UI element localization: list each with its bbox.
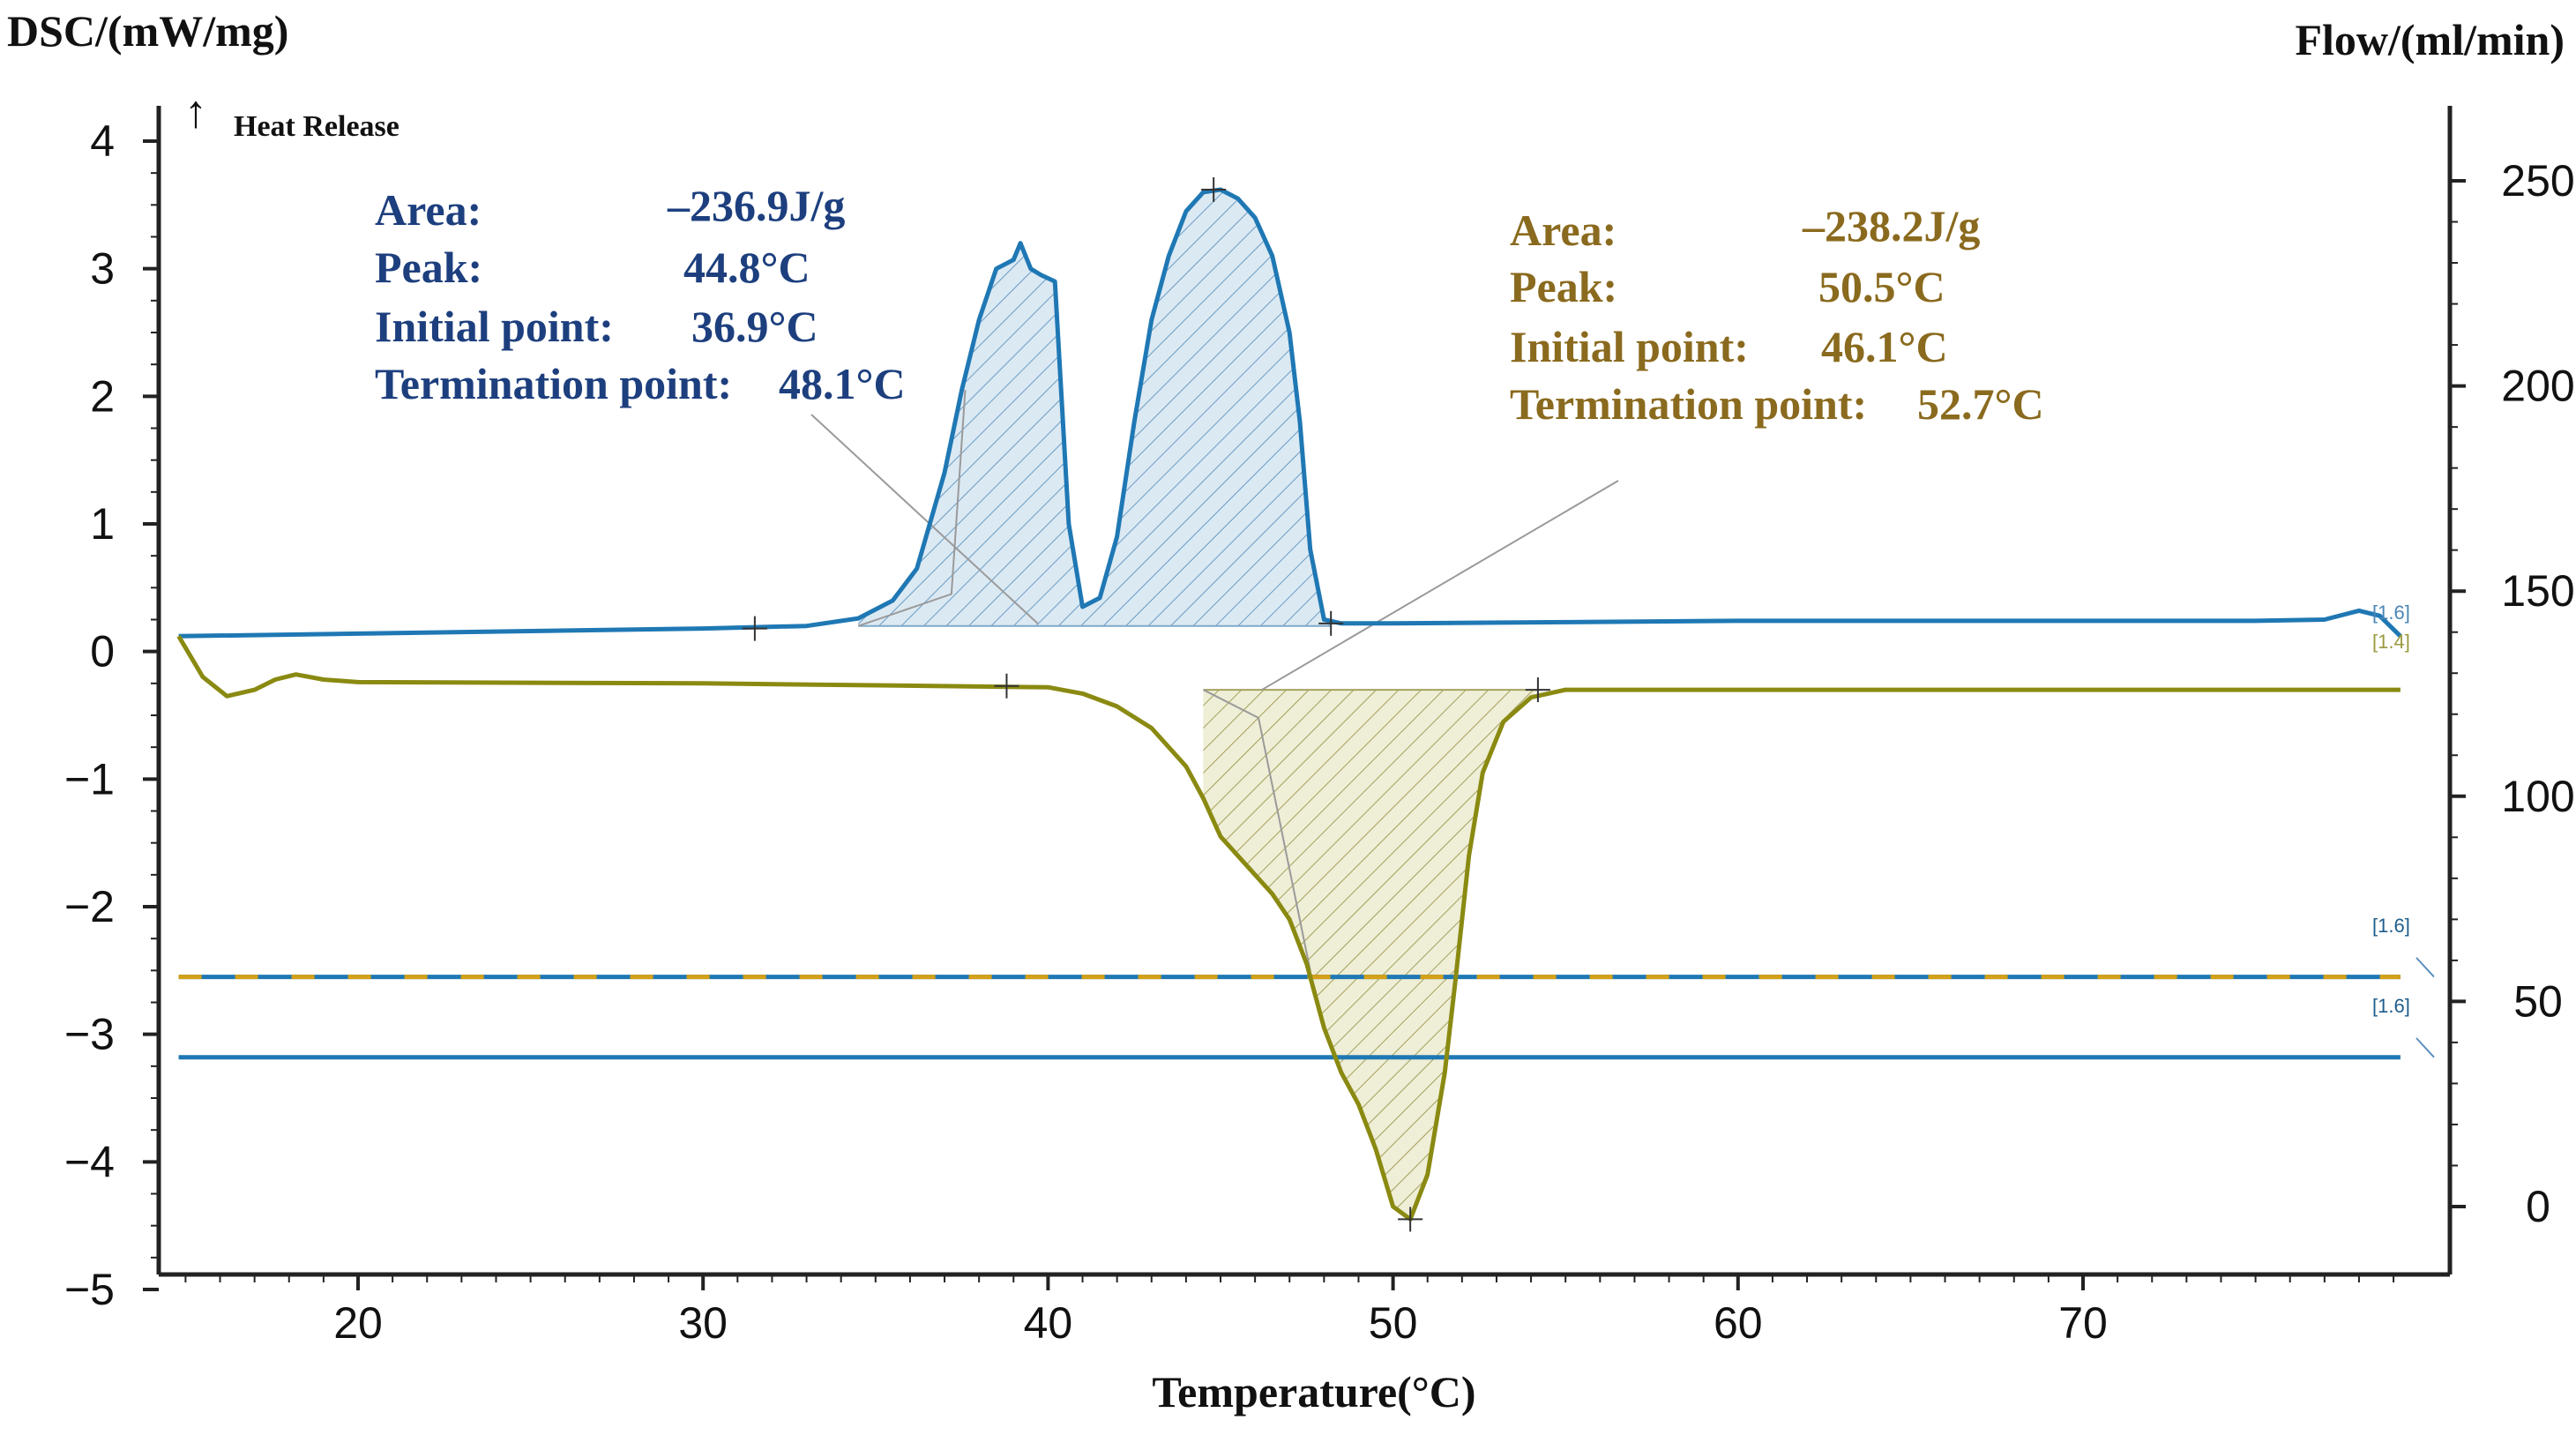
x-tick-label: 20 [333, 1298, 383, 1348]
y-left-tick-label: 0 [90, 627, 115, 676]
annotation-leaders [810, 390, 2435, 1058]
ann-heating-initial-value: 36.9°C [691, 302, 818, 351]
y-right-tick-label: 0 [2526, 1182, 2550, 1231]
ann-heating-peak-label: Peak: [375, 243, 482, 292]
y-right-tick-label: 250 [2501, 156, 2574, 206]
x-tick-label: 60 [1714, 1298, 1763, 1348]
y-left-tick-label: 4 [90, 116, 115, 166]
x-tick-label: 50 [1369, 1298, 1418, 1348]
y-right-tick-label: 50 [2513, 976, 2563, 1026]
x-tick-label: 40 [1024, 1298, 1073, 1348]
ann-heating-initial-label: Initial point: [375, 302, 614, 351]
y-axis-left-title: DSC/(mW/mg) [7, 6, 288, 56]
cooling-peak-area [1203, 690, 1538, 1220]
curve-tag-flow-dashed: [1.6] [2372, 915, 2410, 937]
cooling-leader-line [1261, 480, 1619, 691]
y-left-tick-label: 3 [90, 244, 115, 294]
annotation-heating: Area: –236.9J/g Peak: 44.8°C Initial poi… [375, 181, 906, 408]
y-right-tick-label: 200 [2501, 362, 2574, 411]
y-right-tick-label: 150 [2501, 566, 2574, 616]
peak-area-fills [858, 190, 1538, 1220]
ann-cooling-initial-value: 46.1°C [1821, 322, 1948, 371]
ann-cooling-area-label: Area: [1510, 206, 1617, 255]
ann-cooling-termination-value: 52.7°C [1917, 379, 2044, 429]
ann-heating-area-label: Area: [375, 185, 482, 235]
y-left-tick-label: −2 [64, 882, 115, 931]
series-lines [176, 187, 2402, 1222]
heat-release-arrow-icon: ↑ [184, 87, 207, 138]
y-left-tick-label: −4 [64, 1137, 115, 1186]
cooling-curve [176, 635, 2401, 1222]
ann-cooling-termination-label: Termination point: [1510, 379, 1867, 429]
x-tick-label: 70 [2058, 1298, 2108, 1348]
curve-tag-heating: [1.6] [2372, 602, 2410, 624]
ann-heating-termination-label: Termination point: [375, 359, 732, 408]
y-left-tick-label: 1 [90, 499, 115, 549]
y-left-tick-label: −3 [64, 1010, 115, 1059]
ann-heating-termination-value: 48.1°C [779, 359, 906, 408]
heating-leader-line [810, 414, 1039, 624]
point-markers [742, 176, 1550, 1232]
ann-cooling-initial-label: Initial point: [1510, 322, 1749, 371]
ann-heating-peak-value: 44.8°C [683, 243, 810, 292]
y-left-tick-label: 2 [90, 371, 115, 421]
y-axis-right-title: Flow/(ml/min) [2295, 15, 2565, 64]
y-left-tick-label: −1 [64, 754, 115, 803]
x-axis-title: Temperature(°C) [1152, 1367, 1475, 1416]
heat-release-label: Heat Release [234, 110, 399, 143]
x-tick-label: 30 [678, 1298, 728, 1348]
heating-onset-line [857, 390, 967, 627]
ann-cooling-peak-label: Peak: [1510, 262, 1617, 311]
ann-cooling-peak-value: 50.5°C [1818, 262, 1945, 311]
ann-heating-area-value: –236.9J/g [667, 181, 845, 230]
flow-dashed-tag-leader [2415, 957, 2435, 978]
ann-cooling-area-value: –238.2J/g [1802, 201, 1980, 250]
heating-peak-area [858, 190, 1332, 626]
flow-solid-tag-leader [2415, 1037, 2435, 1058]
curve-tag-cooling: [1.4] [2372, 631, 2410, 653]
y-left-tick-label: −5 [64, 1265, 115, 1314]
curve-tag-flow-solid: [1.6] [2372, 995, 2410, 1017]
annotation-cooling: Area: –238.2J/g Peak: 50.5°C Initial poi… [1510, 201, 2044, 429]
axes: 4 3 2 1 0 −1 −2 −3 −4 −5 250 200 150 100 50 0 20 30 40 50 60… [64, 106, 2575, 1348]
y-right-tick-label: 100 [2501, 772, 2574, 821]
heating-curve [178, 187, 2402, 639]
cooling-onset-line [1202, 689, 1311, 971]
